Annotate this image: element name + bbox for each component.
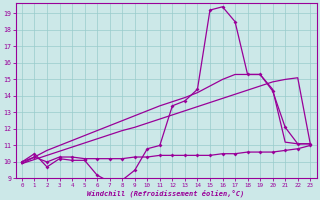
X-axis label: Windchill (Refroidissement éolien,°C): Windchill (Refroidissement éolien,°C) bbox=[87, 189, 245, 197]
